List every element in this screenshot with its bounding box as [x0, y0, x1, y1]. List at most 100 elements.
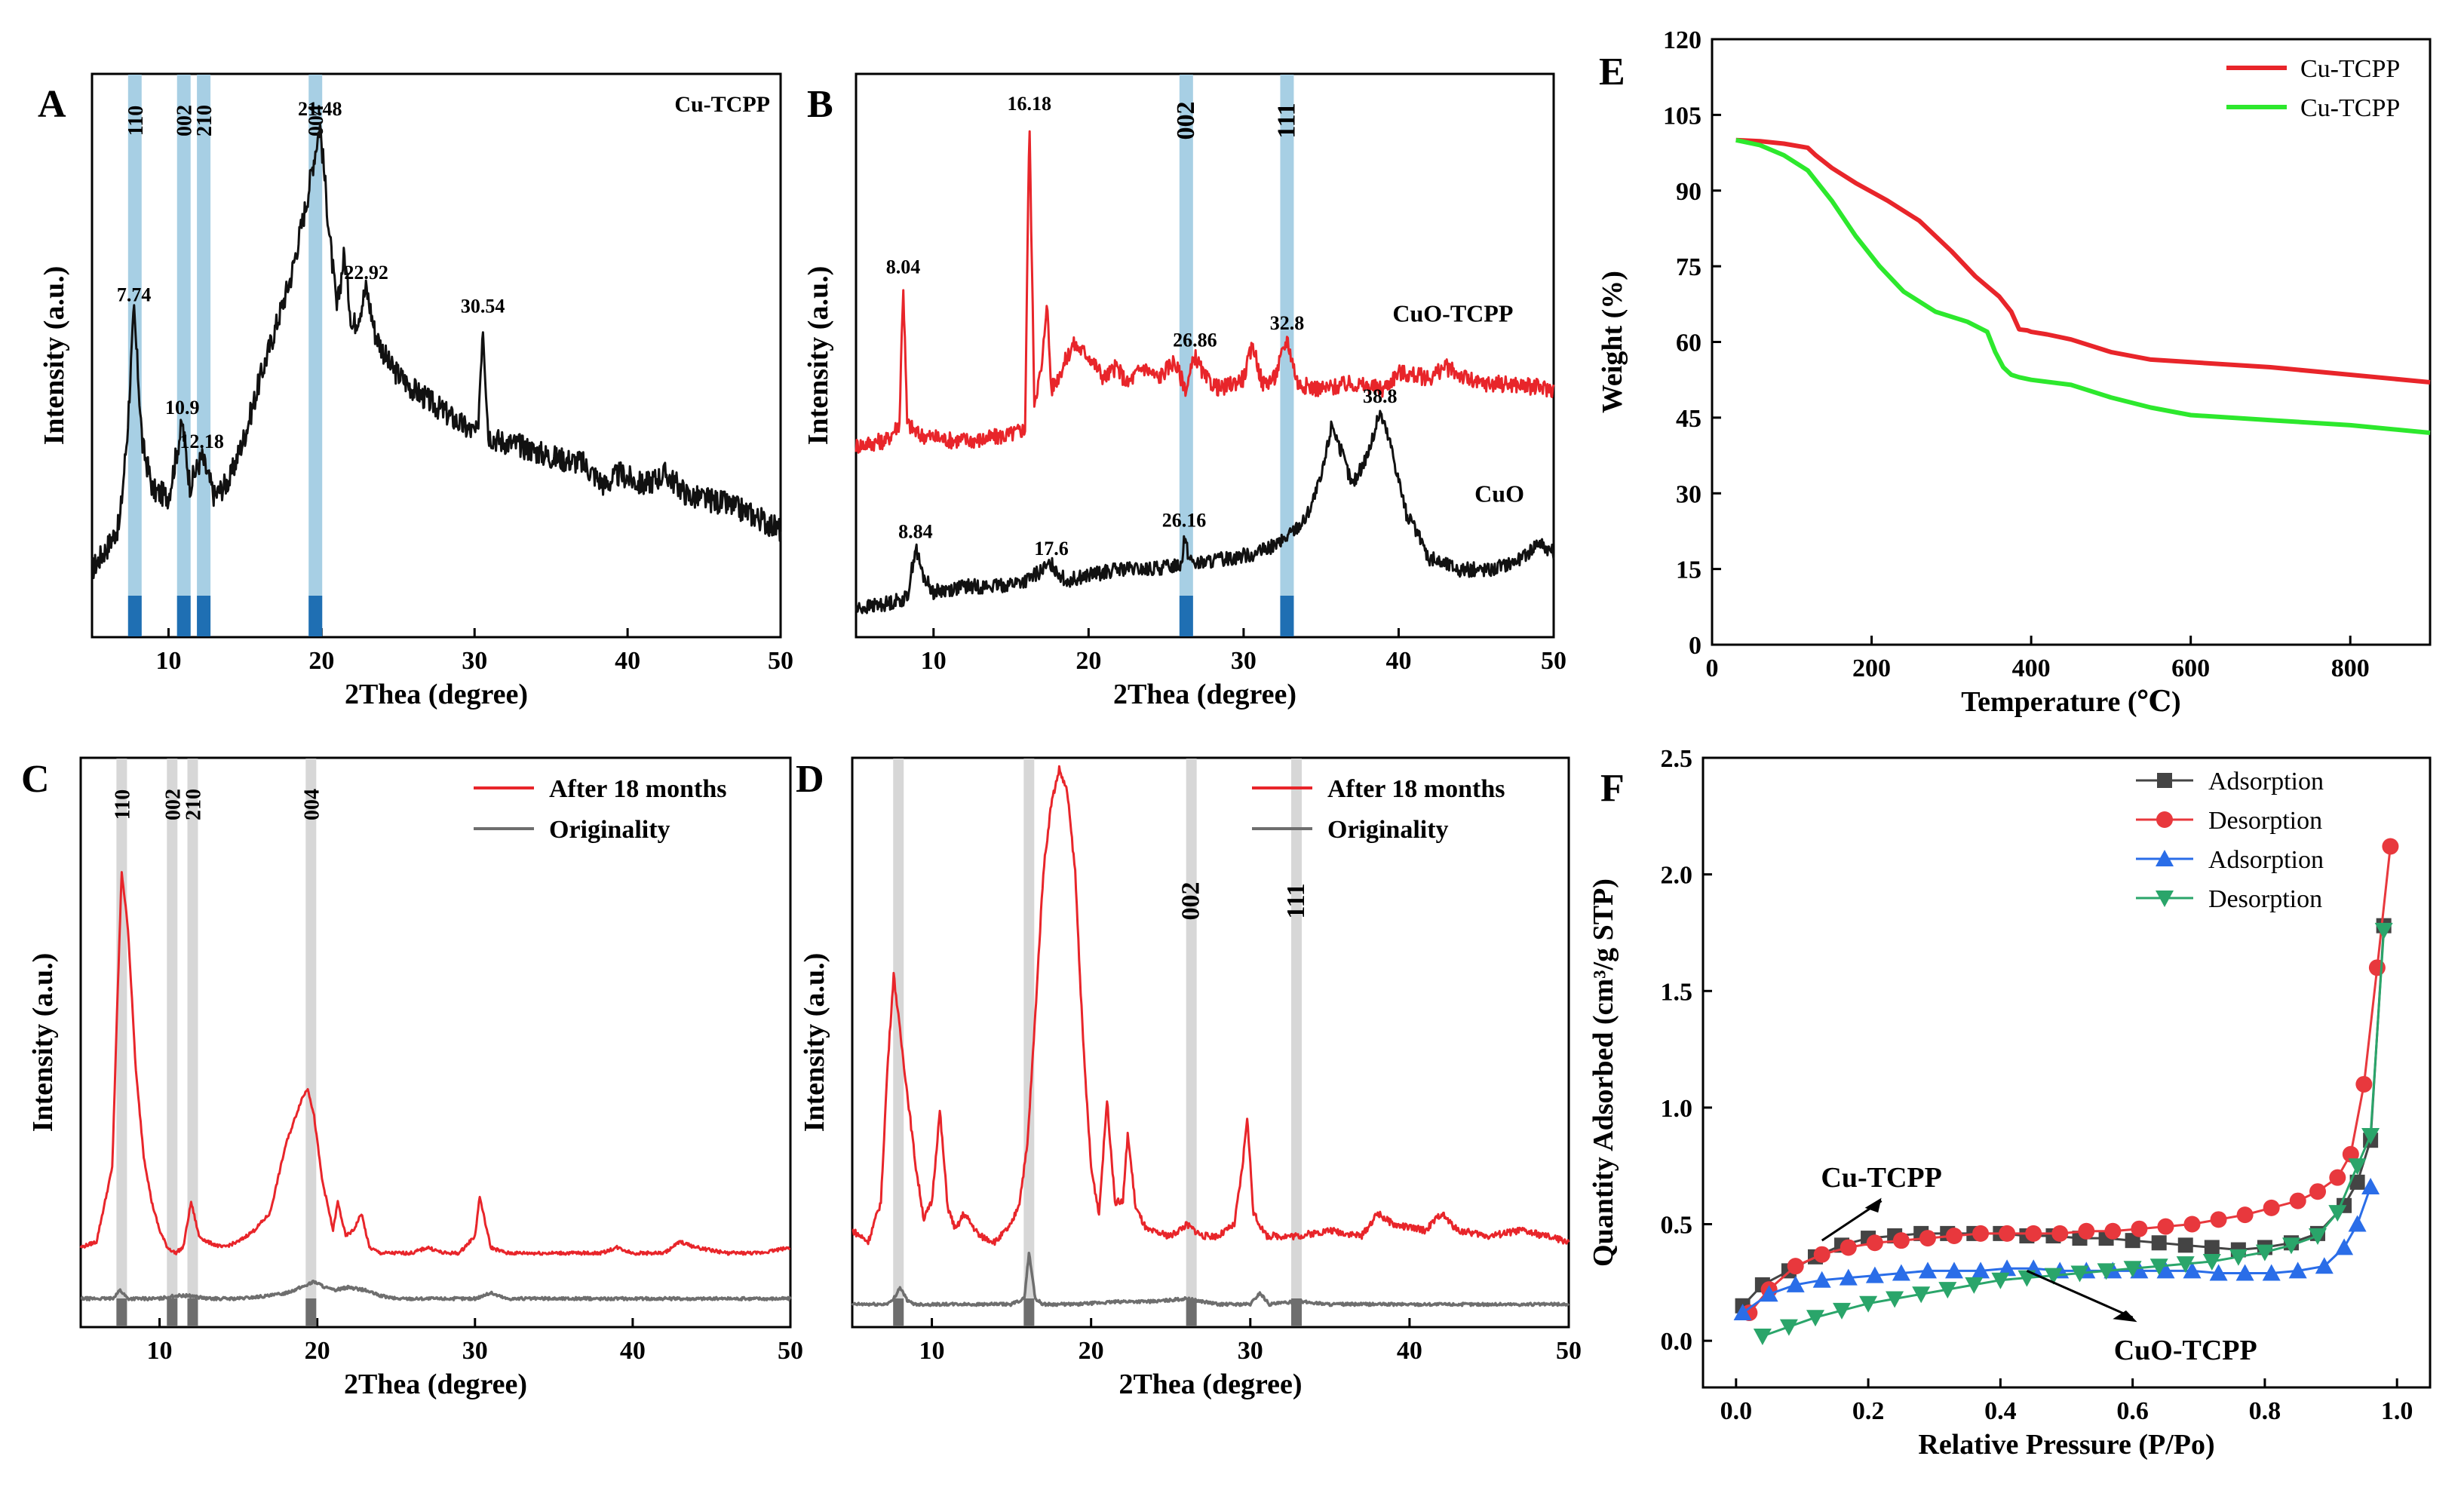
x-tick-label: 0.0	[1720, 1397, 1753, 1425]
x-axis-label: Relative Pressure (P/Po)	[1918, 1429, 2214, 1461]
data-point	[1806, 1310, 1824, 1327]
panel-letter: E	[1599, 51, 1625, 94]
data-point	[1892, 1232, 1910, 1249]
x-axis-label: 2Thea (degree)	[1113, 679, 1296, 710]
legend-marker	[2156, 811, 2173, 828]
legend-marker	[2156, 850, 2174, 866]
x-tick-label: 40	[1385, 647, 1411, 675]
data-point	[1866, 1234, 1883, 1252]
hkl-label: 110	[124, 106, 148, 136]
x-tick-label: 30	[1238, 1337, 1263, 1365]
hkl-band	[167, 759, 178, 1326]
y-tick-label: 30	[1676, 480, 1701, 508]
hkl-label: 002	[1177, 882, 1205, 921]
hkl-marker	[305, 1298, 317, 1326]
data-point	[2315, 1257, 2334, 1274]
data-point	[2151, 1235, 2167, 1251]
data-point	[2335, 1238, 2354, 1255]
hkl-label: 111	[1272, 103, 1300, 138]
hkl-band	[127, 75, 142, 636]
data-point	[2025, 1225, 2042, 1242]
x-tick-label: 400	[2012, 654, 2051, 682]
hkl-label: 002	[161, 789, 185, 820]
data-point	[2183, 1261, 2202, 1279]
x-axis-label: Temperature (℃)	[1961, 686, 2180, 718]
data-point	[1999, 1225, 2016, 1242]
legend-marker	[2157, 773, 2172, 788]
x-tick-label: 40	[615, 647, 640, 675]
peak-label: 30.54	[461, 296, 505, 317]
x-tick-label: 10	[147, 1337, 173, 1365]
series-line	[1748, 846, 2392, 1314]
panel-letter: D	[796, 758, 824, 801]
hkl-marker	[167, 1298, 178, 1326]
series-line	[1735, 137, 2431, 435]
data-point	[2382, 838, 2399, 855]
data-point	[2209, 1264, 2228, 1281]
series-annotation: CuO-TCPP	[1392, 300, 1513, 327]
data-point	[2282, 1237, 2300, 1255]
legend-marker	[2156, 891, 2174, 907]
series-line	[855, 409, 1555, 615]
hkl-label: 004	[300, 789, 324, 820]
peak-label: 26.86	[1173, 330, 1217, 351]
hkl-marker	[308, 596, 323, 636]
y-axis-label: Intensity (a.u.)	[38, 266, 70, 446]
data-point	[2235, 1264, 2254, 1281]
data-point	[2255, 1244, 2274, 1261]
x-tick-label: 0.4	[1984, 1397, 2017, 1425]
data-point	[2125, 1233, 2140, 1249]
hkl-marker	[116, 1298, 127, 1326]
peak-label: 21.48	[298, 98, 342, 120]
data-point	[1998, 1259, 2017, 1277]
x-tick-label: 10	[155, 647, 181, 675]
series-line	[852, 765, 1570, 1246]
data-point	[1786, 1275, 1805, 1292]
hkl-marker	[1291, 1298, 1302, 1326]
hkl-band	[308, 75, 323, 636]
series-line	[79, 871, 791, 1256]
panel-letter: A	[38, 83, 66, 126]
y-tick-label: 1.0	[1661, 1095, 1693, 1123]
panel-letter: B	[807, 83, 833, 126]
x-tick-label: 200	[1852, 654, 1891, 682]
y-tick-label: 105	[1663, 102, 1701, 130]
data-point	[2202, 1254, 2221, 1271]
arrow-head	[2113, 1310, 2137, 1323]
series-line	[80, 1280, 792, 1301]
peak-label: 16.18	[1008, 93, 1052, 115]
hkl-marker	[197, 596, 211, 636]
hkl-label: 210	[193, 105, 216, 136]
x-axis-label: 2Thea (degree)	[344, 1369, 527, 1400]
hkl-label: 110	[111, 789, 134, 820]
x-tick-label: 30	[462, 647, 487, 675]
series-annotation: CuO-TCPP	[2114, 1335, 2257, 1366]
y-axis-label: Weight (%)	[1597, 271, 1628, 413]
data-point	[2104, 1222, 2122, 1240]
legend-label: After 18 months	[549, 775, 726, 803]
x-tick-label: 50	[778, 1337, 803, 1365]
data-point	[2123, 1261, 2142, 1278]
panel-b: 10 20 30 40 50 2Thea (degree) Intensity (a.u.)…	[802, 72, 1566, 710]
x-axis-label: 2Thea (degree)	[345, 679, 528, 710]
data-point	[2157, 1218, 2174, 1235]
data-point	[2348, 1158, 2367, 1176]
data-point	[1892, 1264, 1910, 1281]
x-tick-label: 30	[462, 1337, 488, 1365]
x-tick-label: 1.0	[2381, 1397, 2413, 1425]
hkl-band	[1186, 759, 1197, 1326]
data-point	[2097, 1263, 2116, 1280]
data-point	[2229, 1249, 2248, 1266]
peak-label: 8.04	[886, 256, 921, 277]
hkl-band	[1179, 75, 1193, 636]
data-point	[1965, 1277, 1984, 1294]
panel-letter: C	[21, 758, 50, 801]
data-point	[2355, 1075, 2373, 1093]
legend-label: Desorption	[2208, 807, 2322, 835]
plot-frame	[1711, 38, 2432, 646]
hkl-band	[116, 759, 127, 1326]
data-point	[1946, 1227, 1963, 1244]
hkl-label: 004	[305, 105, 328, 136]
hkl-label: 210	[182, 789, 205, 820]
